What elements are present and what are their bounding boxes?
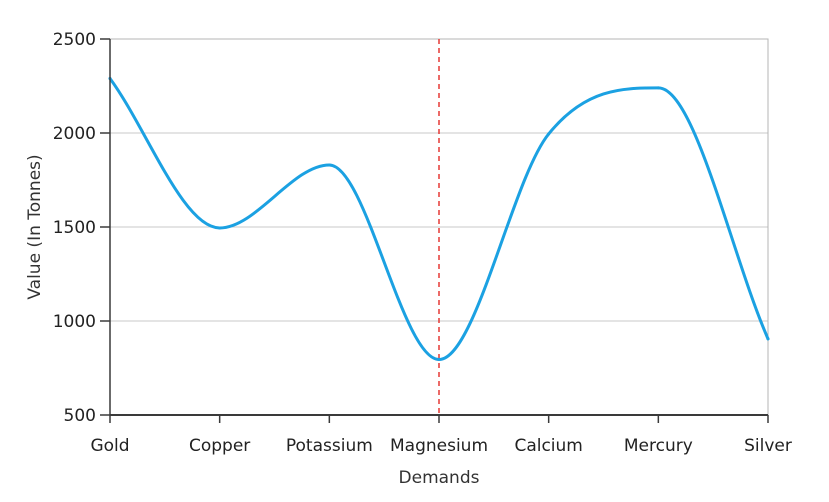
y-tick-label-2500: 2500 xyxy=(53,30,96,50)
x-axis-title: Demands xyxy=(399,468,480,488)
x-tick-label-gold: Gold xyxy=(90,436,129,456)
data-point-silver xyxy=(766,337,770,341)
x-tick-labels: Gold Copper Potassium Magnesium Calcium Mercu… xyxy=(90,436,791,456)
data-point-calcium xyxy=(547,132,551,136)
series-layer xyxy=(108,76,770,362)
x-tick-label-potassium: Potassium xyxy=(286,436,373,456)
x-tick-label-copper: Copper xyxy=(189,436,250,456)
y-tick-label-1000: 1000 xyxy=(53,312,96,332)
y-tick-label-1500: 1500 xyxy=(53,218,96,238)
data-point-magnesium xyxy=(437,358,441,362)
grid-lines xyxy=(110,38,768,322)
data-point-copper xyxy=(218,226,222,230)
y-tick-label-2000: 2000 xyxy=(53,124,96,144)
y-tick-labels: 500 1000 1500 2000 2500 xyxy=(53,30,96,426)
x-tick-label-silver: Silver xyxy=(744,436,792,456)
x-tick-label-magnesium: Magnesium xyxy=(390,436,488,456)
y-tick-label-500: 500 xyxy=(64,406,96,426)
data-point-mercury xyxy=(656,86,660,90)
x-tick-label-mercury: Mercury xyxy=(624,436,693,456)
x-tick-label-calcium: Calcium xyxy=(514,436,582,456)
axes xyxy=(100,38,769,423)
y-axis-title: Value (In Tonnes) xyxy=(25,154,45,299)
data-point-potassium xyxy=(327,163,331,167)
